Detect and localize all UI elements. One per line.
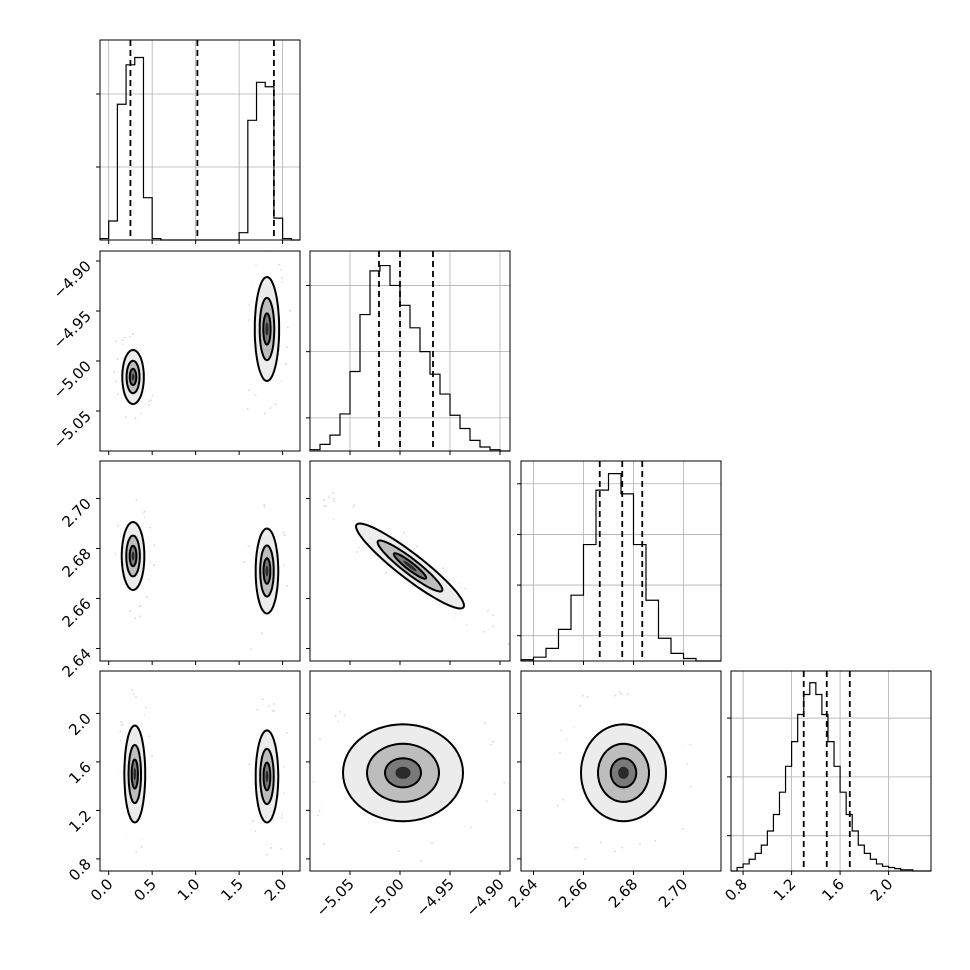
contour-line	[253, 275, 281, 383]
scatter-point	[150, 399, 153, 402]
scatter-point	[115, 340, 117, 343]
scatter-point	[149, 526, 152, 529]
density-panel-1-3	[96, 460, 301, 665]
histogram-steps	[731, 682, 931, 872]
scatter-point	[246, 408, 249, 410]
scatter-point	[129, 610, 131, 612]
panel-content	[114, 499, 288, 651]
scatter-point	[289, 309, 291, 312]
scatter-point	[116, 358, 119, 360]
scatter-point	[286, 326, 289, 329]
scatter-point	[147, 404, 150, 407]
panel-frame	[730, 670, 932, 872]
scatter-point	[151, 394, 154, 397]
scatter-point	[146, 596, 149, 598]
panel-content	[113, 243, 291, 420]
scatter-point	[260, 243, 262, 245]
scatter-point	[261, 632, 263, 635]
scatter-point	[125, 416, 127, 419]
scatter-point	[285, 363, 288, 365]
scatter-point	[139, 615, 142, 618]
contour-line	[262, 312, 272, 346]
scatter-point	[254, 394, 257, 397]
scatter-point	[281, 277, 283, 279]
density-panel-1-2	[96, 243, 301, 455]
density-band	[265, 322, 269, 336]
scatter-point	[269, 407, 272, 409]
scatter-point	[113, 371, 116, 373]
scatter-point	[114, 552, 117, 555]
scatter-point	[117, 524, 119, 527]
panel-frame	[99, 250, 301, 452]
scatter-point	[135, 499, 138, 502]
scatter-point	[248, 389, 250, 392]
scatter-point	[147, 578, 150, 581]
scatter-point	[140, 605, 142, 607]
scatter-point	[286, 584, 288, 587]
scatter-point	[143, 510, 146, 513]
scatter-point	[263, 505, 266, 508]
scatter-point	[140, 412, 142, 415]
histogram-steps	[520, 473, 721, 662]
histogram-panel-4	[727, 670, 932, 875]
contour-line	[258, 296, 276, 362]
scatter-point	[116, 393, 119, 395]
scatter-point	[148, 400, 151, 403]
scatter-point	[280, 268, 282, 271]
scatter-point	[132, 333, 134, 336]
histogram-panel-1	[96, 39, 301, 244]
contour-line	[121, 348, 145, 406]
panel-frame	[309, 250, 511, 452]
scatter-point	[278, 263, 281, 266]
scatter-point	[263, 412, 266, 415]
scatter-point	[115, 380, 117, 383]
scatter-point	[121, 339, 124, 342]
density-band	[131, 373, 135, 381]
contour-line	[125, 359, 141, 395]
scatter-point	[153, 564, 155, 567]
contour-line	[128, 367, 138, 387]
scatter-point	[134, 417, 137, 420]
panel-frame	[99, 39, 301, 241]
histogram-panel-2	[306, 250, 511, 455]
panel-frame	[520, 460, 722, 662]
scatter-point	[123, 336, 126, 339]
scatter-point	[247, 545, 250, 547]
scatter-point	[134, 617, 137, 620]
histogram-steps	[309, 264, 510, 452]
scatter-point	[138, 605, 141, 608]
scatter-point	[274, 403, 277, 406]
scatter-point	[153, 544, 156, 547]
histogram-panel-3	[517, 460, 722, 665]
scatter-point	[286, 346, 288, 349]
corner-plot-panels: 0.0 0.5 1.0 1.5 2.0 −5.05 −5.00 −4.95 −4.902.64 2…	[50, 39, 932, 920]
